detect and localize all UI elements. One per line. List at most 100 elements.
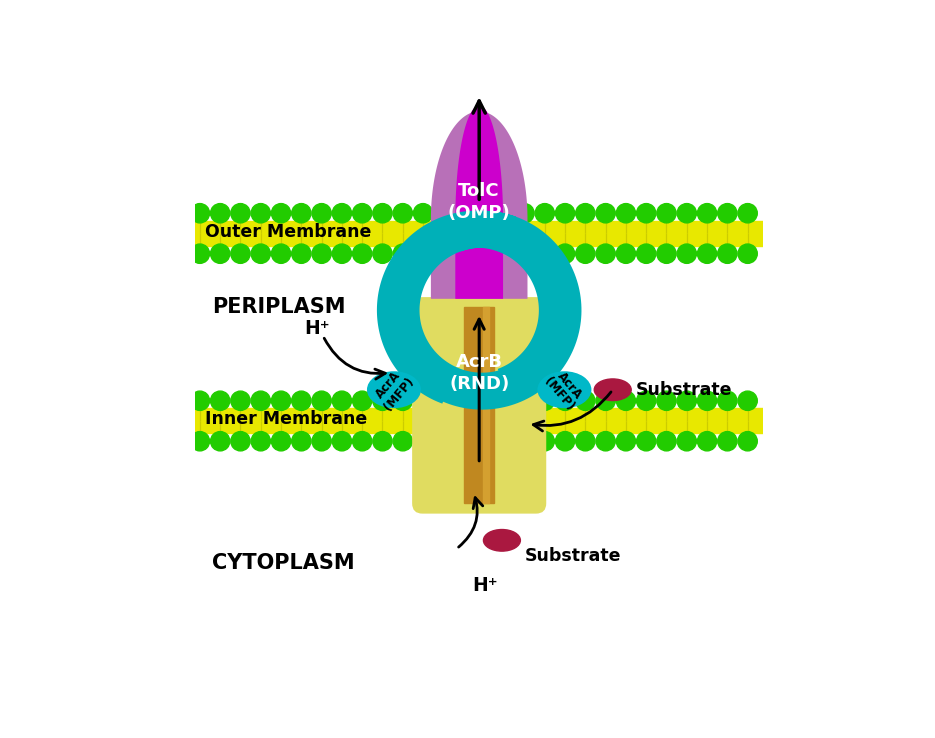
Circle shape <box>312 244 331 263</box>
Circle shape <box>332 244 352 263</box>
Polygon shape <box>431 111 527 299</box>
Circle shape <box>231 204 251 223</box>
Circle shape <box>393 244 412 263</box>
Circle shape <box>677 204 697 223</box>
Circle shape <box>393 391 412 410</box>
Circle shape <box>252 244 270 263</box>
Circle shape <box>637 204 655 223</box>
Circle shape <box>271 204 291 223</box>
Circle shape <box>292 432 311 451</box>
Circle shape <box>718 432 737 451</box>
Circle shape <box>413 391 433 410</box>
Circle shape <box>373 432 392 451</box>
Circle shape <box>596 391 615 410</box>
Circle shape <box>210 244 230 263</box>
Circle shape <box>535 391 554 410</box>
Circle shape <box>616 391 636 410</box>
Circle shape <box>332 391 352 410</box>
Circle shape <box>495 391 514 410</box>
Circle shape <box>413 244 433 263</box>
Circle shape <box>515 244 534 263</box>
Circle shape <box>698 391 717 410</box>
Circle shape <box>393 204 412 223</box>
Circle shape <box>393 432 412 451</box>
Circle shape <box>352 204 372 223</box>
Circle shape <box>252 391 270 410</box>
Text: H⁺: H⁺ <box>305 319 330 338</box>
Circle shape <box>677 432 697 451</box>
Circle shape <box>292 391 311 410</box>
Circle shape <box>515 204 534 223</box>
Circle shape <box>596 244 615 263</box>
Text: CYTOPLASM: CYTOPLASM <box>212 553 354 573</box>
Text: PERIPLASM: PERIPLASM <box>212 297 346 317</box>
Bar <box>195 409 763 433</box>
Circle shape <box>515 432 534 451</box>
Circle shape <box>718 204 737 223</box>
Circle shape <box>434 391 453 410</box>
Ellipse shape <box>483 530 521 551</box>
Circle shape <box>656 244 676 263</box>
Circle shape <box>596 204 615 223</box>
Circle shape <box>190 432 209 451</box>
Circle shape <box>413 432 433 451</box>
Circle shape <box>596 432 615 451</box>
Circle shape <box>576 244 595 263</box>
Circle shape <box>474 391 494 410</box>
Circle shape <box>434 244 453 263</box>
Circle shape <box>656 204 676 223</box>
Circle shape <box>373 391 392 410</box>
Circle shape <box>576 432 595 451</box>
Text: Outer Membrane: Outer Membrane <box>206 223 371 241</box>
Ellipse shape <box>595 379 631 401</box>
Circle shape <box>292 204 311 223</box>
Circle shape <box>535 244 554 263</box>
Circle shape <box>637 432 655 451</box>
Circle shape <box>738 204 757 223</box>
Circle shape <box>474 432 494 451</box>
Circle shape <box>698 432 717 451</box>
Circle shape <box>718 244 737 263</box>
Circle shape <box>576 391 595 410</box>
Circle shape <box>413 204 433 223</box>
Circle shape <box>231 244 251 263</box>
FancyBboxPatch shape <box>412 297 546 514</box>
Circle shape <box>434 204 453 223</box>
Circle shape <box>555 244 575 263</box>
Circle shape <box>252 204 270 223</box>
Circle shape <box>454 391 473 410</box>
Circle shape <box>616 244 636 263</box>
Circle shape <box>738 244 757 263</box>
Text: TolC
(OMP): TolC (OMP) <box>448 182 511 222</box>
Circle shape <box>738 391 757 410</box>
Circle shape <box>677 244 697 263</box>
Circle shape <box>495 432 514 451</box>
Circle shape <box>495 204 514 223</box>
Circle shape <box>637 244 655 263</box>
Circle shape <box>231 432 251 451</box>
Circle shape <box>454 204 473 223</box>
Circle shape <box>252 432 270 451</box>
Circle shape <box>210 432 230 451</box>
Circle shape <box>271 244 291 263</box>
Text: Substrate: Substrate <box>636 381 732 399</box>
Circle shape <box>718 391 737 410</box>
Circle shape <box>616 432 636 451</box>
Ellipse shape <box>538 371 592 408</box>
Polygon shape <box>382 211 582 410</box>
Circle shape <box>373 244 392 263</box>
Circle shape <box>352 432 372 451</box>
Circle shape <box>332 432 352 451</box>
Circle shape <box>373 204 392 223</box>
Circle shape <box>312 432 331 451</box>
Circle shape <box>190 391 209 410</box>
Circle shape <box>474 204 494 223</box>
Text: AcrA
(MFP): AcrA (MFP) <box>371 366 417 413</box>
Bar <box>482 307 489 503</box>
Circle shape <box>535 204 554 223</box>
Text: Inner Membrane: Inner Membrane <box>206 410 367 428</box>
Text: H⁺: H⁺ <box>472 576 497 596</box>
Circle shape <box>555 432 575 451</box>
Circle shape <box>190 204 209 223</box>
Circle shape <box>312 391 331 410</box>
